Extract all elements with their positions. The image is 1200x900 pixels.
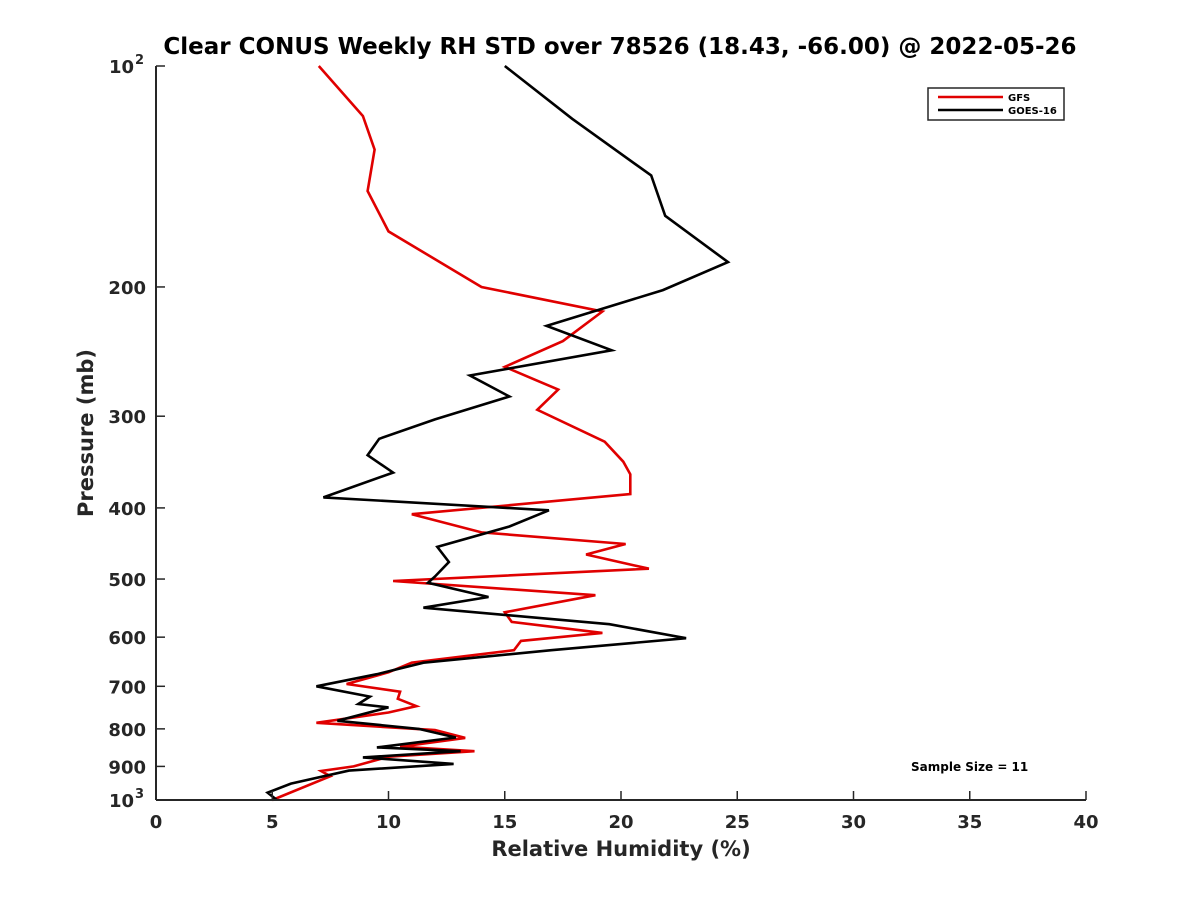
series-line-gfs	[271, 65, 650, 802]
y-tick-label: 10	[109, 791, 134, 812]
y-tick-label: 400	[108, 499, 146, 520]
y-tick-label: 800	[108, 720, 146, 741]
x-tick-label: 0	[150, 812, 163, 833]
y-tick-label: 10	[109, 57, 134, 78]
x-tick-label: 40	[1073, 812, 1098, 833]
y-tick-label: 600	[108, 628, 146, 649]
x-tick-label: 5	[266, 812, 279, 833]
y-tick-label: 900	[108, 757, 146, 778]
y-axis-label: Pressure (mb)	[74, 349, 98, 517]
y-tick-label: 700	[108, 677, 146, 698]
chart-title: Clear CONUS Weekly RH STD over 78526 (18…	[163, 34, 1076, 60]
x-tick-label: 20	[608, 812, 633, 833]
x-tick-label: 35	[957, 812, 982, 833]
x-axis-label: Relative Humidity (%)	[491, 837, 750, 861]
sample-size-annotation: Sample Size = 11	[911, 760, 1028, 774]
legend: GFS GOES-16	[927, 87, 1065, 121]
y-tick-exponent: 3	[135, 787, 144, 802]
x-tick-label: 15	[492, 812, 517, 833]
y-tick-label: 300	[108, 407, 146, 428]
legend-label-gfs: GFS	[1008, 93, 1030, 104]
x-tick-label: 25	[725, 812, 750, 833]
legend-box	[927, 87, 1065, 121]
legend-label-goes16: GOES-16	[1008, 106, 1057, 117]
y-tick-label: 500	[108, 570, 146, 591]
x-tick-label: 10	[376, 812, 401, 833]
y-tick-label: 200	[108, 278, 146, 299]
x-tick-label: 30	[841, 812, 866, 833]
y-tick-exponent: 2	[135, 53, 144, 68]
plot-area	[265, 64, 731, 802]
x-ticks: 0 5 10 15 20 25 30 35 40	[150, 791, 1099, 833]
series-line-goes16	[265, 64, 731, 802]
